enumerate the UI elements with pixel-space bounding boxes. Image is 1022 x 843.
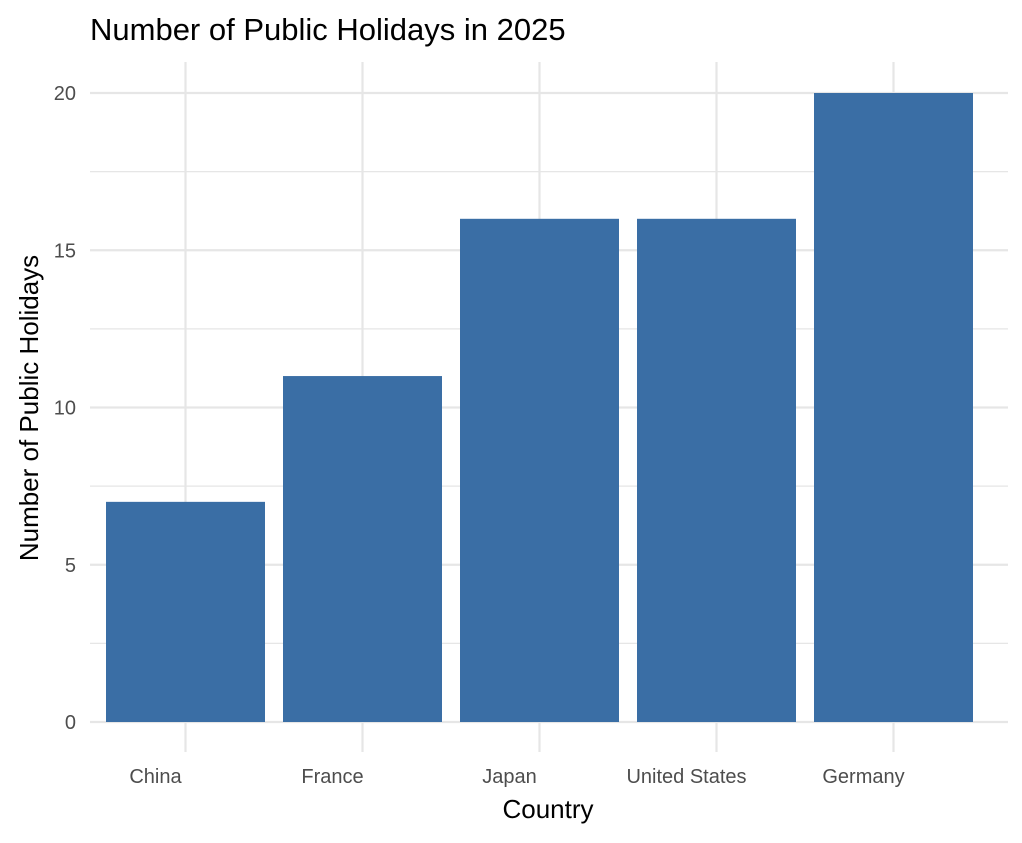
x-tick-label: Japan — [482, 766, 537, 788]
x-tick-label: United States — [626, 766, 746, 788]
bar-france — [283, 376, 442, 722]
y-tick-label: 0 — [65, 712, 76, 734]
x-tick-label: China — [129, 766, 182, 788]
bar-japan — [460, 218, 619, 723]
x-tick-label: Germany — [822, 766, 904, 788]
y-tick-label: 15 — [54, 240, 76, 262]
bar-china — [106, 501, 265, 722]
bar-united-states — [637, 218, 796, 723]
y-tick-label: 5 — [65, 555, 76, 577]
y-axis-title: Number of Public Holidays — [14, 255, 44, 561]
bar-germany — [814, 93, 973, 722]
y-tick-label: 10 — [54, 398, 76, 420]
y-tick-labels: 0 5 10 15 20 — [54, 83, 76, 734]
x-tick-labels: China France Japan United States Germany — [129, 766, 904, 788]
x-tick-label: France — [301, 766, 363, 788]
y-tick-label: 20 — [54, 83, 76, 105]
chart-title: Number of Public Holidays in 2025 — [90, 12, 566, 47]
x-axis-title: Country — [502, 794, 593, 824]
bars — [106, 93, 973, 723]
